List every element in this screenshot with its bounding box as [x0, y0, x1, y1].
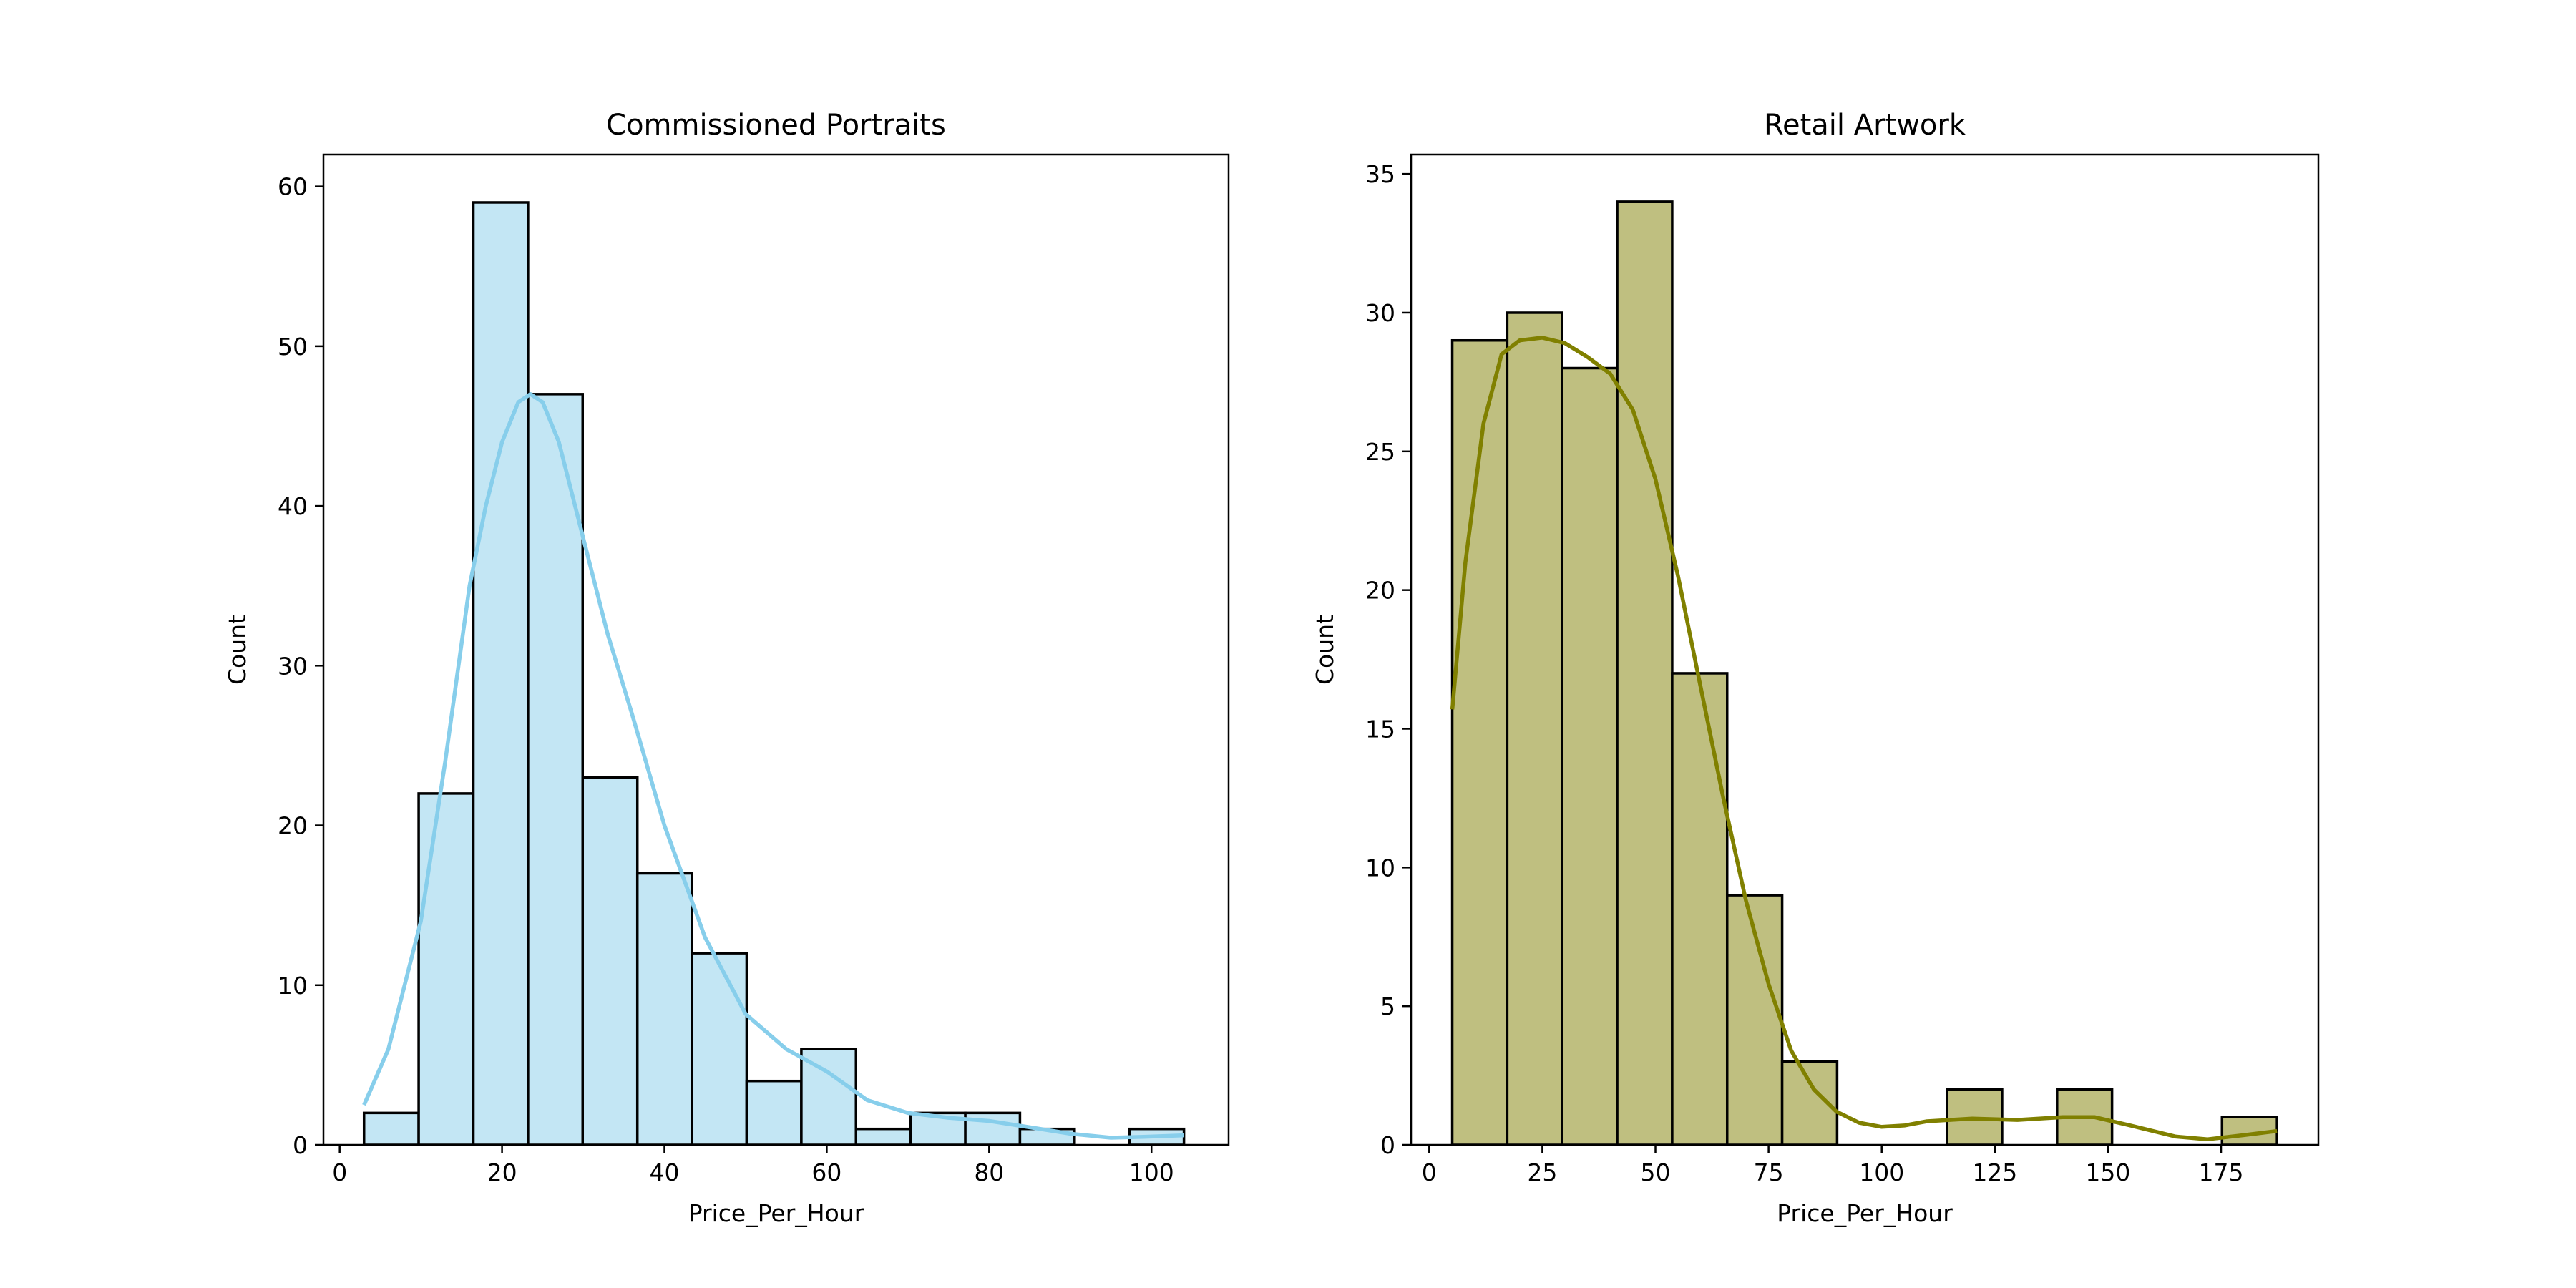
y-tick-label: 35: [1365, 160, 1395, 188]
histogram-bar: [527, 393, 585, 1146]
axes-frame: [1410, 153, 2320, 1146]
x-tick-label: 60: [811, 1158, 841, 1186]
y-axis-label: Count: [1311, 615, 1339, 685]
y-tick-label: 10: [278, 972, 308, 1000]
x-tick-label: 0: [1422, 1158, 1437, 1186]
x-axis-label: Price_Per_Hour: [1777, 1199, 1953, 1227]
histogram-bar: [964, 1111, 1022, 1146]
x-tick-label: 80: [974, 1158, 1004, 1186]
histogram-bar: [635, 872, 693, 1146]
x-tick-label: 20: [487, 1158, 517, 1186]
y-tick-label: 20: [1365, 577, 1395, 605]
y-tick-label: 5: [1380, 992, 1395, 1020]
x-tick-label: 100: [1129, 1158, 1174, 1186]
y-tick-label: 60: [278, 173, 308, 201]
histogram-bar: [472, 201, 530, 1146]
y-tick-label: 0: [293, 1131, 308, 1159]
y-tick-label: 10: [1365, 854, 1395, 882]
histogram-bar: [362, 1111, 420, 1146]
x-tick-label: 0: [332, 1158, 347, 1186]
x-tick-label: 40: [650, 1158, 680, 1186]
x-tick-label: 100: [1859, 1158, 1904, 1186]
kde-curve: [362, 392, 1184, 1140]
histogram-bar: [1561, 366, 1619, 1146]
y-tick-label: 0: [1380, 1131, 1395, 1159]
x-tick-label: 75: [1754, 1158, 1784, 1186]
x-tick-label: 150: [2085, 1158, 2130, 1186]
y-axis-label: Count: [223, 615, 251, 685]
y-tick-label: 40: [278, 492, 308, 520]
chart-title: Retail Artwork: [1764, 109, 1966, 142]
histogram-bar: [1616, 200, 1674, 1146]
y-tick-label: 15: [1365, 715, 1395, 743]
histogram-bar: [691, 952, 748, 1146]
x-axis-label: Price_Per_Hour: [688, 1199, 864, 1227]
histogram-bar: [745, 1079, 803, 1146]
axes-frame: [322, 153, 1230, 1146]
histogram-bar: [1946, 1088, 2004, 1146]
chart-title: Commissioned Portraits: [606, 109, 946, 142]
y-tick-label: 25: [1365, 438, 1395, 466]
x-tick-label: 175: [2199, 1158, 2244, 1186]
subplot-2: 0 25 50 75 100 125 150 175 0 5 10 15 20 25 30 35 Retail …: [1311, 109, 2320, 1227]
histogram-bar: [1506, 311, 1563, 1146]
x-tick-label: 50: [1641, 1158, 1671, 1186]
y-tick-label: 50: [278, 333, 308, 361]
x-tick-label: 125: [1972, 1158, 2017, 1186]
x-tick-label: 25: [1527, 1158, 1557, 1186]
y-tick-label: 30: [278, 652, 308, 680]
histogram-bar: [417, 792, 475, 1146]
kde-curve: [1450, 336, 2278, 1141]
y-tick-label: 30: [1365, 299, 1395, 327]
histogram-bar: [1671, 672, 1729, 1146]
histogram-bar: [581, 776, 639, 1146]
histogram-bar: [854, 1127, 912, 1146]
subplot-1: 0 20 40 60 80 100 0 10 20 30 40 50 60 Commissioned Po…: [223, 109, 1230, 1227]
y-tick-label: 20: [278, 812, 308, 840]
